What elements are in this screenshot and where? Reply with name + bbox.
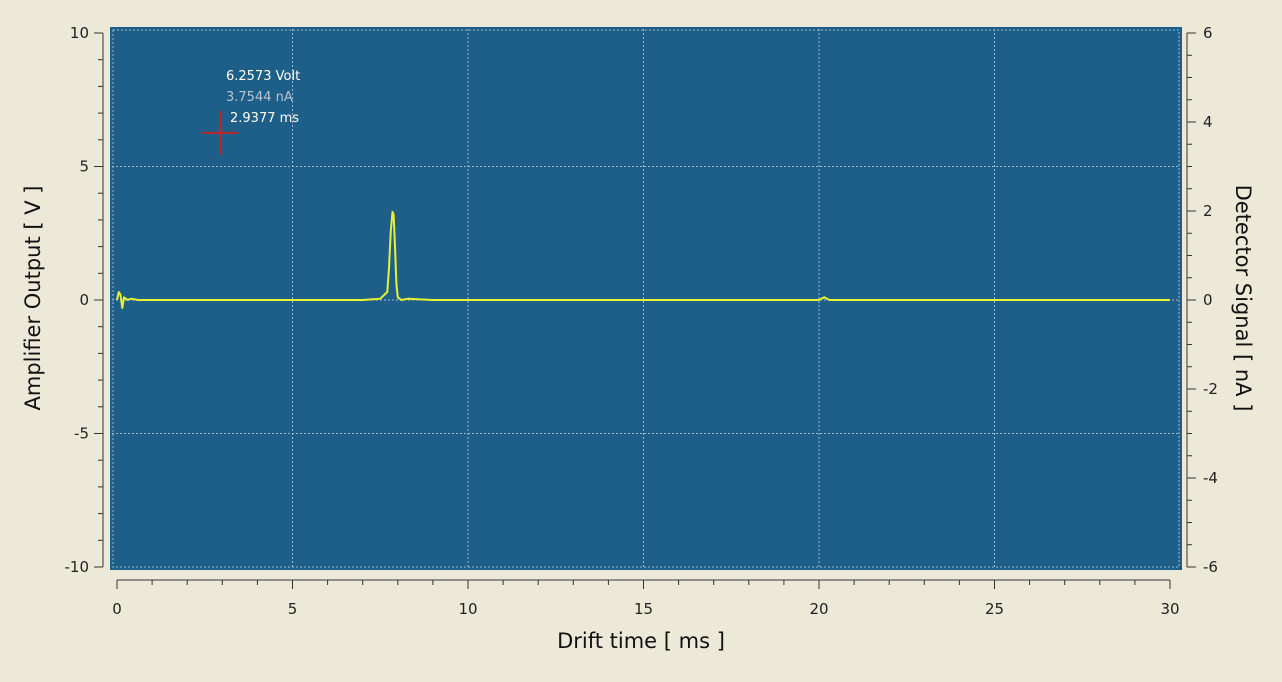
y-tick-label: -5 <box>74 425 89 443</box>
tick-labels: -10 -5 0 5 10 -6 -4 -2 0 2 4 6 0 5 10 15 20 25 30 <box>65 24 1218 618</box>
y-tick-label: -10 <box>65 558 90 576</box>
y2-tick-label: 4 <box>1203 113 1213 131</box>
y2-tick-label: -4 <box>1203 469 1218 487</box>
x-tick-label: 15 <box>634 600 653 618</box>
x-tick-label: 30 <box>1160 600 1179 618</box>
plot-area[interactable] <box>110 27 1182 570</box>
series-line-0 <box>116 210 1170 309</box>
x-tick-label: 10 <box>458 600 477 618</box>
x-tick-label: 20 <box>809 600 828 618</box>
y2-tick-label: -2 <box>1203 380 1218 398</box>
crosshair-icon[interactable] <box>202 110 239 155</box>
y-axis-title-left: Amplifier Output [ V ] <box>21 185 45 410</box>
y-axis-title-right: Detector Signal [ nA ] <box>1231 185 1255 412</box>
y2-tick-label: 0 <box>1203 291 1213 309</box>
y2-tick-label: 6 <box>1203 24 1213 42</box>
cursor-current-label: 3.7544 nA <box>226 90 293 105</box>
x-axis-title: Drift time [ ms ] <box>557 629 725 653</box>
axis-ticks <box>94 32 1196 589</box>
plot-inner-border <box>112 29 1180 568</box>
y-tick-label: 0 <box>79 291 89 309</box>
cursor-time-label: 2.9377 ms <box>230 111 299 126</box>
cursor-readout[interactable]: 6.2573 Volt 3.7544 nA 2.9377 ms <box>202 69 300 155</box>
y-tick-label: 10 <box>70 24 89 42</box>
y2-tick-label: 2 <box>1203 202 1213 220</box>
y2-tick-label: -6 <box>1203 558 1218 576</box>
cursor-voltage-label: 6.2573 Volt <box>226 69 300 84</box>
x-tick-label: 5 <box>288 600 298 618</box>
y-tick-label: 5 <box>79 158 89 176</box>
signal-trace <box>116 210 1170 309</box>
x-tick-label: 25 <box>985 600 1004 618</box>
x-tick-label: 0 <box>112 600 122 618</box>
